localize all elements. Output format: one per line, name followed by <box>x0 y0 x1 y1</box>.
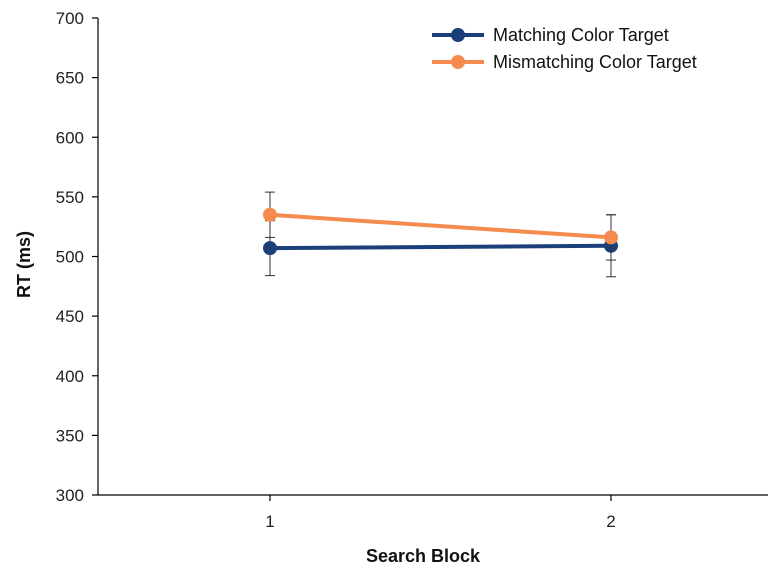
legend-item-mismatching: Mismatching Color Target <box>432 52 697 72</box>
y-tick-label: 450 <box>56 307 84 326</box>
x-tick-label: 2 <box>606 512 615 531</box>
axes <box>97 18 768 496</box>
data-point <box>604 230 618 245</box>
y-tick-label: 700 <box>56 9 84 28</box>
data-point <box>263 241 277 256</box>
legend-marker-mismatching <box>451 55 465 69</box>
y-ticks: 300 350 400 450 500 550 600 650 700 <box>56 9 98 505</box>
data-point <box>263 207 277 222</box>
legend: Matching Color Target Mismatching Color … <box>432 25 697 72</box>
legend-label-matching: Matching Color Target <box>493 25 669 45</box>
y-tick-label: 500 <box>56 248 84 267</box>
series-matching <box>263 214 618 278</box>
series-line <box>269 243 612 251</box>
legend-item-matching: Matching Color Target <box>432 25 669 45</box>
y-tick-label: 400 <box>56 367 84 386</box>
y-tick-label: 300 <box>56 486 84 505</box>
y-tick-label: 600 <box>56 128 84 147</box>
legend-marker-matching <box>451 28 465 42</box>
series-line <box>269 212 612 240</box>
y-tick-label: 550 <box>56 188 84 207</box>
series-mismatching <box>263 191 618 261</box>
y-axis-title: RT (ms) <box>14 231 34 298</box>
x-tick-label: 1 <box>265 512 274 531</box>
y-tick-label: 650 <box>56 69 84 88</box>
legend-label-mismatching: Mismatching Color Target <box>493 52 697 72</box>
y-tick-label: 350 <box>56 426 84 445</box>
series-layer <box>263 191 618 278</box>
x-axis-title: Search Block <box>366 546 481 566</box>
